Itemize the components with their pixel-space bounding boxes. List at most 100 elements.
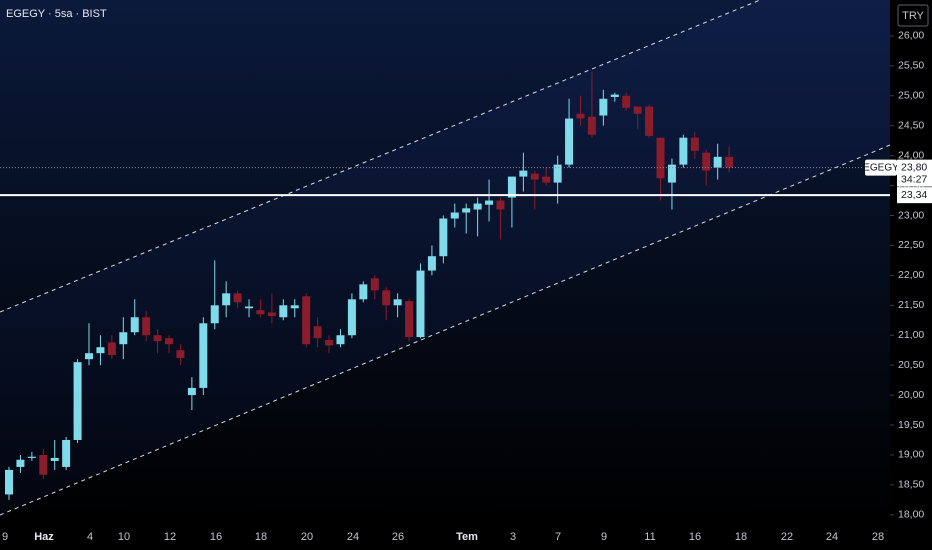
candle-body <box>73 362 82 440</box>
candle-body <box>462 208 471 213</box>
candle-body <box>667 164 676 183</box>
candle-body <box>290 305 299 309</box>
candle-body <box>633 106 642 114</box>
candle-body <box>16 459 25 467</box>
candle-body <box>656 137 665 179</box>
candle-body <box>85 353 94 360</box>
price-line-box <box>897 187 932 204</box>
candle-body <box>576 113 585 119</box>
x-tick-label: 4 <box>87 531 93 543</box>
plot-background <box>0 0 890 522</box>
candle-body <box>610 94 619 97</box>
candle-body <box>565 118 574 165</box>
last-price-box <box>897 159 932 187</box>
y-tick-label: 26,00 <box>898 30 924 42</box>
y-tick-label: 22,00 <box>898 269 924 281</box>
x-tick-label: 10 <box>118 531 130 543</box>
countdown: 34:27 <box>901 173 927 185</box>
candle-body <box>542 176 551 183</box>
x-tick-label: 28 <box>872 531 884 543</box>
candle-body <box>690 137 699 151</box>
channel-lower <box>0 144 891 516</box>
candle-body <box>119 332 128 345</box>
y-tick-label: 24,00 <box>898 149 924 161</box>
candle-body <box>210 305 219 324</box>
x-tick-label: 16 <box>689 531 701 543</box>
price-line-label: 23,34 <box>901 189 927 201</box>
candle-body <box>233 293 242 303</box>
x-tick-label: 22 <box>781 531 793 543</box>
candle-body <box>130 317 139 333</box>
candle-body <box>725 156 734 168</box>
candle-body <box>279 305 288 318</box>
x-tick-label: 24 <box>347 531 359 543</box>
candle-body <box>370 278 379 291</box>
candle-body <box>222 293 231 306</box>
candle-body <box>165 338 174 345</box>
candle-body <box>347 299 356 336</box>
candle-body <box>62 439 71 467</box>
channel-upper <box>0 0 761 313</box>
y-tick-label: 20,00 <box>898 389 924 401</box>
x-tick-label: 20 <box>301 531 313 543</box>
x-tick-label: Tem <box>456 531 478 543</box>
candle-body <box>96 347 105 354</box>
candle-body <box>622 95 631 108</box>
x-tick-label: 7 <box>555 531 561 543</box>
candle-body <box>325 340 334 346</box>
candle-body <box>142 317 151 336</box>
candle-body <box>439 218 448 257</box>
y-tick-label: 24,50 <box>898 119 924 131</box>
candle-body <box>473 203 482 210</box>
x-tick-label: 12 <box>164 531 176 543</box>
y-tick-label: 21,50 <box>898 299 924 311</box>
x-tick-label: 9 <box>2 531 8 543</box>
candle-body <box>416 270 425 338</box>
candle-body <box>405 301 414 338</box>
candle-body <box>645 106 654 136</box>
x-tick-label: 26 <box>392 531 404 543</box>
y-tick-label: 22,50 <box>898 239 924 251</box>
y-tick-label: 25,50 <box>898 60 924 72</box>
candle-body <box>5 469 13 495</box>
candle-body <box>450 212 459 219</box>
x-tick-label: 9 <box>601 531 607 543</box>
price-axis <box>890 0 932 550</box>
candle-body <box>382 290 391 306</box>
candle-body <box>27 456 36 458</box>
candle-body <box>599 98 608 116</box>
candle-body <box>587 116 596 135</box>
candle-body <box>245 306 254 309</box>
candle-body <box>359 284 368 300</box>
y-tick-label: 18,50 <box>898 479 924 491</box>
channel-fill <box>0 0 890 515</box>
candle-body <box>176 350 185 358</box>
candle-body <box>485 200 494 205</box>
candle-body <box>530 173 539 180</box>
candle-body <box>313 326 322 339</box>
candle-body <box>107 342 116 355</box>
symbol-tag <box>865 159 897 176</box>
candle-body <box>153 335 162 342</box>
candle-body <box>199 323 208 388</box>
candle-body <box>187 387 196 396</box>
chart-title: EGEGY · 5sa · BIST <box>6 8 107 20</box>
y-tick-label: 20,50 <box>898 359 924 371</box>
candle-body <box>256 310 265 315</box>
candle-body <box>507 176 516 198</box>
x-tick-label: 18 <box>735 531 747 543</box>
currency-box[interactable] <box>897 4 929 27</box>
symbol-tag-label: EGEGY <box>863 162 899 173</box>
candle-body <box>39 454 48 475</box>
x-tick-label: 24 <box>826 531 838 543</box>
currency: TRY <box>902 10 924 22</box>
y-tick-label: 21,00 <box>898 329 924 341</box>
y-tick-label: 19,50 <box>898 419 924 431</box>
candle-body <box>519 170 528 177</box>
candle-body <box>713 156 722 168</box>
candle-body <box>50 457 59 461</box>
y-tick-label: 23,00 <box>898 209 924 221</box>
candle-body <box>267 312 276 317</box>
